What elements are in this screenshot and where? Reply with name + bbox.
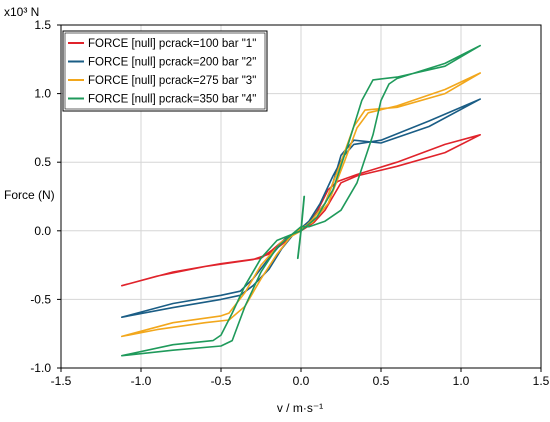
y-axis-unit-label: x10³ N bbox=[4, 5, 39, 19]
y-axis-label: Force (N) bbox=[4, 188, 55, 202]
x-tick-label: -1.5 bbox=[51, 374, 72, 388]
y-tick-label: -0.5 bbox=[30, 292, 51, 306]
y-tick-label: 0.0 bbox=[34, 224, 51, 238]
legend-label-3: FORCE [null] pcrack=275 bar "3" bbox=[88, 75, 256, 87]
x-tick-label: -0.5 bbox=[211, 374, 232, 388]
legend: FORCE [null] pcrack=100 bar "1" FORCE [nu… bbox=[62, 30, 268, 112]
series-line-5 bbox=[296, 195, 306, 260]
y-tick-label: 0.5 bbox=[34, 155, 51, 169]
x-axis-label: v / m·s⁻¹ bbox=[277, 401, 323, 415]
axes bbox=[57, 24, 542, 372]
legend-box bbox=[62, 30, 268, 112]
x-tick-label: 1.5 bbox=[533, 374, 550, 388]
series-line-3 bbox=[121, 72, 481, 338]
x-tick-label: -1.0 bbox=[131, 374, 152, 388]
legend-box-inner bbox=[64, 32, 266, 110]
x-tick-label: 0.5 bbox=[373, 374, 390, 388]
legend-label-2: FORCE [null] pcrack=200 bar "2" bbox=[88, 57, 256, 69]
x-tick-label: 0.0 bbox=[293, 374, 310, 388]
x-tick-label: 1.0 bbox=[453, 374, 470, 388]
legend-label-1: FORCE [null] pcrack=100 bar "1" bbox=[88, 38, 256, 50]
y-tick-label: 1.0 bbox=[34, 87, 51, 101]
y-tick-label: 1.5 bbox=[34, 18, 51, 32]
y-tick-label: -1.0 bbox=[30, 361, 51, 375]
tick-labels: -1.5 -1.0 -0.5 0.0 0.5 1.0 1.5-1.0-0.50.00.51.… bbox=[30, 18, 549, 388]
series-line-4 bbox=[121, 44, 481, 357]
legend-label-4: FORCE [null] pcrack=350 bar "4" bbox=[88, 94, 256, 106]
series-group bbox=[121, 44, 481, 357]
